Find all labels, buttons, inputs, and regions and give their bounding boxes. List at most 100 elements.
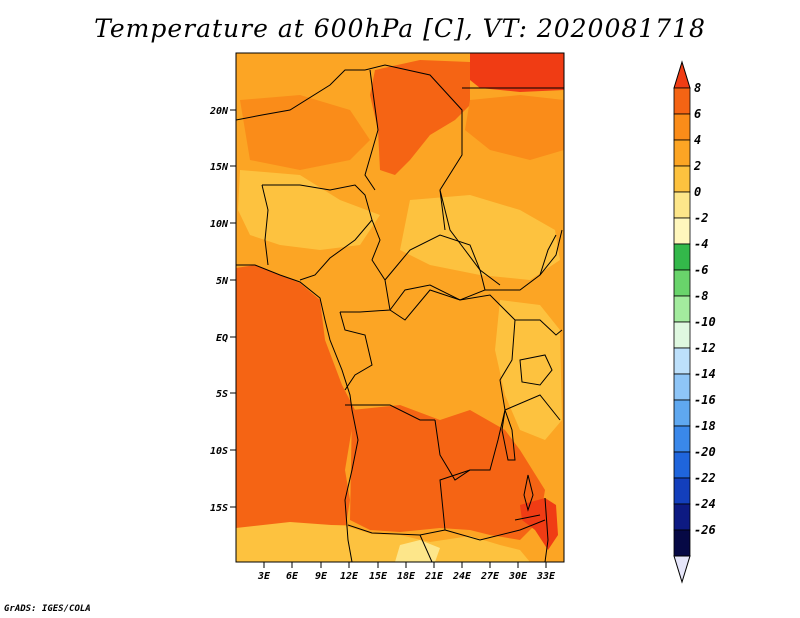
lat-label-eq: EQ [216,333,228,344]
colorbar: 8 6 4 2 0 -2 -4 -6 -8 -10 -12 -14 -16 -18 -20 -22 -24 -26 [673,60,716,584]
colorbar-segment [673,425,691,453]
colorbar-segment [673,373,691,401]
border-benin-togo [261,184,269,266]
colorbar-label: -16 [694,393,716,407]
colorbar-bottom-arrow [673,555,691,584]
latitude-axis: 20N 15N 10N 5N EQ 5S 10S 15S [209,106,236,514]
lon-label-12e: 12E [340,571,359,582]
colorbar-segment [673,191,691,219]
colorbar-label: 8 [694,81,701,95]
grads-credit: GrADS: IGES/COLA [4,604,91,614]
border-niger-chad [364,69,379,191]
region-central-warm [240,95,370,170]
colorbar-segment [673,113,691,141]
longitude-axis: 3E 6E 9E 12E 15E 18E 21E 24E 27E 30E 33E [257,562,556,582]
border-angola-south [347,524,446,536]
colorbar-label: -2 [694,211,708,225]
lake-victoria [519,354,553,386]
colorbar-label: 6 [694,107,701,121]
border-gabon-congo [339,311,373,391]
lake-tanganyika [501,409,516,461]
colorbar-label: -6 [694,263,708,277]
country-borders [236,64,564,562]
lat-label-10n: 10N [210,219,229,230]
colorbar-segment [673,503,691,531]
colorbar-label: 4 [694,133,701,147]
colorbar-segment [673,295,691,323]
region-atlantic-warm [236,265,355,528]
lon-label-30e: 30E [508,571,528,582]
border-east-africa [515,319,563,336]
lake-malawi [523,474,534,512]
lon-label-21e: 21E [424,571,444,582]
colorbar-label: -8 [694,289,708,303]
lon-label-9e: 9E [315,571,328,582]
colorbar-segment [673,217,691,245]
colorbar-segment [673,347,691,375]
colorbar-label: -10 [694,315,716,329]
border-nigeria [262,184,373,281]
lon-label-15e: 15E [369,571,388,582]
map-frame [235,52,565,563]
lon-label-3e: 3E [257,571,271,582]
lon-label-6e: 6E [286,571,299,582]
border-mali-niger [236,69,365,121]
colorbar-segment [673,451,691,479]
region-east-cool [495,300,562,440]
lat-label-5s: 5S [216,389,228,400]
coastline-west [236,264,359,562]
colorbar-label: -12 [694,341,716,355]
colorbar-segment [673,243,691,271]
colorbar-label: 0 [694,185,701,199]
colorbar-segment [673,87,691,115]
colorbar-label: -22 [694,471,716,485]
lat-label-15n: 15N [210,162,229,173]
border-mozambique [544,497,549,562]
border-tanzania [504,394,561,421]
colorbar-label: -20 [694,445,716,459]
lat-label-15s: 15S [210,503,228,514]
region-southeast-hot [520,498,558,550]
border-ethiopia [539,234,557,276]
colorbar-label: -26 [694,523,716,537]
colorbar-segment [673,321,691,349]
colorbar-segment [673,477,691,505]
colorbar-segment [673,139,691,167]
lat-label-10s: 10S [210,446,228,457]
lon-label-18e: 18E [397,571,416,582]
region-sahel-cool-2 [400,195,560,280]
colorbar-segment [673,529,691,557]
border-chad-sudan [439,189,501,286]
region-egypt-hot [470,53,564,92]
lake-kariba [514,514,541,521]
border-angola-drc [345,404,435,421]
region-northeast-warm [465,95,564,160]
colorbar-segment [673,269,691,297]
temperature-field [236,53,564,562]
region-sahara-warm [370,60,470,175]
region-south-cool [236,522,530,562]
colorbar-top-arrow [673,60,691,89]
region-sahel-cool-1 [238,170,380,250]
colorbar-label: -18 [694,419,716,433]
border-drc-east [434,319,516,481]
border-drc-north [389,289,516,321]
colorbar-segment [673,399,691,427]
map-title: Temperature at 600hPa [C], VT: 202008171… [94,14,706,43]
region-south-coolest [395,540,440,562]
colorbar-label: 2 [693,159,701,173]
border-zambia-zim [444,519,546,541]
lon-label-33e: 33E [536,571,556,582]
colorbar-label: -14 [694,367,716,381]
border-car [384,234,486,311]
region-angola-warm [350,405,545,540]
lat-label-5n: 5N [216,276,229,287]
colorbar-label: -24 [694,497,716,511]
border-namibia [419,534,433,562]
lon-label-24e: 24E [452,571,472,582]
lon-label-27e: 27E [480,571,500,582]
border-angola-zambia [439,469,471,531]
colorbar-segment [673,165,691,193]
colorbar-label: -4 [694,237,708,251]
